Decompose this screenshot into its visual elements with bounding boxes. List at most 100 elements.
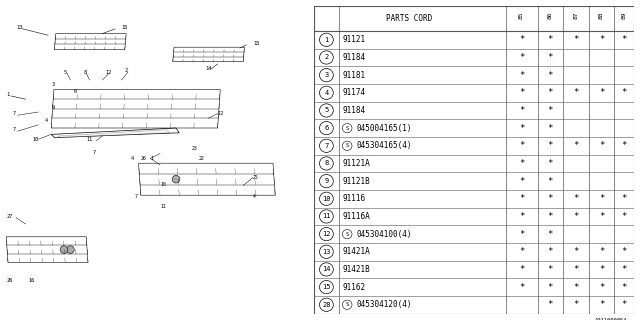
Text: *: * (599, 141, 604, 150)
Text: *: * (621, 35, 627, 44)
Text: *: * (621, 265, 627, 274)
Text: *: * (548, 283, 553, 292)
Text: *: * (519, 71, 524, 80)
Text: *: * (519, 88, 524, 97)
Text: S: S (346, 126, 349, 131)
Text: *: * (519, 35, 524, 44)
Text: 14: 14 (205, 66, 211, 71)
Text: *: * (573, 194, 579, 203)
Text: *: * (573, 35, 579, 44)
Text: *: * (621, 300, 627, 309)
Text: *: * (519, 124, 524, 132)
Text: S: S (346, 232, 349, 236)
Text: 28: 28 (322, 302, 331, 308)
Text: 4: 4 (253, 194, 255, 199)
Text: *: * (519, 106, 524, 115)
Text: 91421A: 91421A (342, 247, 370, 256)
Text: *: * (519, 194, 524, 203)
Text: 4: 4 (45, 117, 48, 123)
Text: 91162: 91162 (342, 283, 365, 292)
Text: *: * (548, 247, 553, 256)
Text: 6: 6 (74, 89, 77, 94)
Text: 26: 26 (6, 277, 13, 283)
Text: *: * (573, 212, 579, 221)
Text: 91121: 91121 (342, 35, 365, 44)
Text: 045304120(4): 045304120(4) (357, 300, 412, 309)
Text: *: * (573, 247, 579, 256)
Text: *: * (599, 194, 604, 203)
Text: *: * (548, 265, 553, 274)
Text: *: * (519, 247, 524, 256)
Text: 7: 7 (324, 143, 328, 149)
Text: 23: 23 (192, 146, 198, 151)
Text: *: * (548, 88, 553, 97)
Text: 3: 3 (51, 82, 54, 87)
Text: *: * (599, 247, 604, 256)
Text: 88: 88 (599, 12, 604, 20)
Text: 91116A: 91116A (342, 212, 370, 221)
Text: 87: 87 (573, 12, 579, 20)
Text: 7: 7 (93, 149, 96, 155)
Text: 11: 11 (86, 137, 93, 142)
Text: *: * (548, 71, 553, 80)
Text: 6: 6 (324, 125, 328, 131)
Text: 1: 1 (6, 92, 10, 97)
Circle shape (172, 175, 180, 183)
Text: 22: 22 (198, 156, 204, 161)
Text: A911000054: A911000054 (595, 318, 627, 320)
Circle shape (60, 246, 68, 253)
Text: 10: 10 (322, 196, 331, 202)
Text: *: * (519, 177, 524, 186)
Text: 26: 26 (141, 156, 147, 161)
Text: 2: 2 (324, 54, 328, 60)
Text: *: * (548, 300, 553, 309)
Text: 4: 4 (324, 90, 328, 96)
Text: 2: 2 (125, 68, 128, 73)
Text: 9: 9 (324, 178, 328, 184)
Text: 3: 3 (324, 72, 328, 78)
Text: 91181: 91181 (342, 71, 365, 80)
Text: 15: 15 (253, 41, 259, 46)
Text: 91121B: 91121B (342, 177, 370, 186)
Text: 1: 1 (150, 156, 154, 161)
Text: 13: 13 (322, 249, 331, 255)
Text: 91174: 91174 (342, 88, 365, 97)
Text: 5: 5 (324, 108, 328, 114)
Text: *: * (621, 247, 627, 256)
Text: *: * (599, 265, 604, 274)
Text: *: * (548, 53, 553, 62)
Text: 11: 11 (322, 213, 331, 220)
Text: 10: 10 (160, 181, 166, 187)
Text: 5: 5 (64, 69, 67, 75)
Text: *: * (548, 159, 553, 168)
Text: 8: 8 (83, 69, 86, 75)
Text: *: * (519, 212, 524, 221)
Text: 9: 9 (51, 105, 54, 110)
Circle shape (67, 246, 74, 253)
Text: *: * (519, 53, 524, 62)
Text: *: * (621, 212, 627, 221)
Text: *: * (548, 230, 553, 239)
Text: S: S (346, 143, 349, 148)
Text: *: * (573, 141, 579, 150)
Text: 27: 27 (6, 214, 13, 219)
Text: *: * (599, 300, 604, 309)
Text: S: S (346, 302, 349, 307)
Text: 7: 7 (13, 127, 16, 132)
Text: *: * (599, 35, 604, 44)
Text: 85: 85 (519, 12, 524, 20)
Text: 7: 7 (13, 111, 16, 116)
Text: *: * (621, 194, 627, 203)
Text: *: * (519, 159, 524, 168)
Text: 15: 15 (122, 25, 128, 30)
Text: 91121A: 91121A (342, 159, 370, 168)
Text: 91184: 91184 (342, 106, 365, 115)
Text: 4: 4 (131, 156, 134, 161)
Text: *: * (519, 230, 524, 239)
Text: 7: 7 (134, 194, 137, 199)
Text: *: * (548, 194, 553, 203)
Text: 045304100(4): 045304100(4) (357, 230, 412, 239)
Text: *: * (548, 212, 553, 221)
Text: 12: 12 (218, 111, 224, 116)
Text: 12: 12 (322, 231, 331, 237)
